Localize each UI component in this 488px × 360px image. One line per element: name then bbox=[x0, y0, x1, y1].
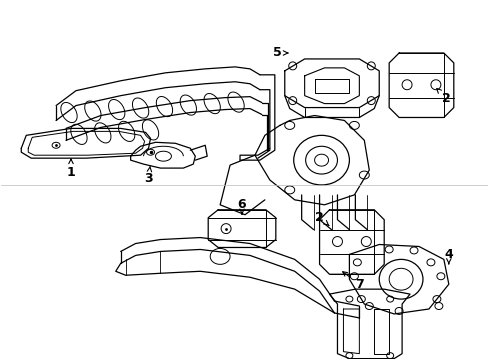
Text: 6: 6 bbox=[237, 198, 246, 214]
Text: 4: 4 bbox=[444, 248, 452, 264]
Text: 2: 2 bbox=[315, 211, 328, 225]
Text: 5: 5 bbox=[273, 46, 287, 59]
Text: 7: 7 bbox=[342, 272, 363, 291]
Text: 2: 2 bbox=[436, 89, 450, 105]
Text: 3: 3 bbox=[144, 166, 153, 185]
Text: 1: 1 bbox=[66, 159, 75, 179]
